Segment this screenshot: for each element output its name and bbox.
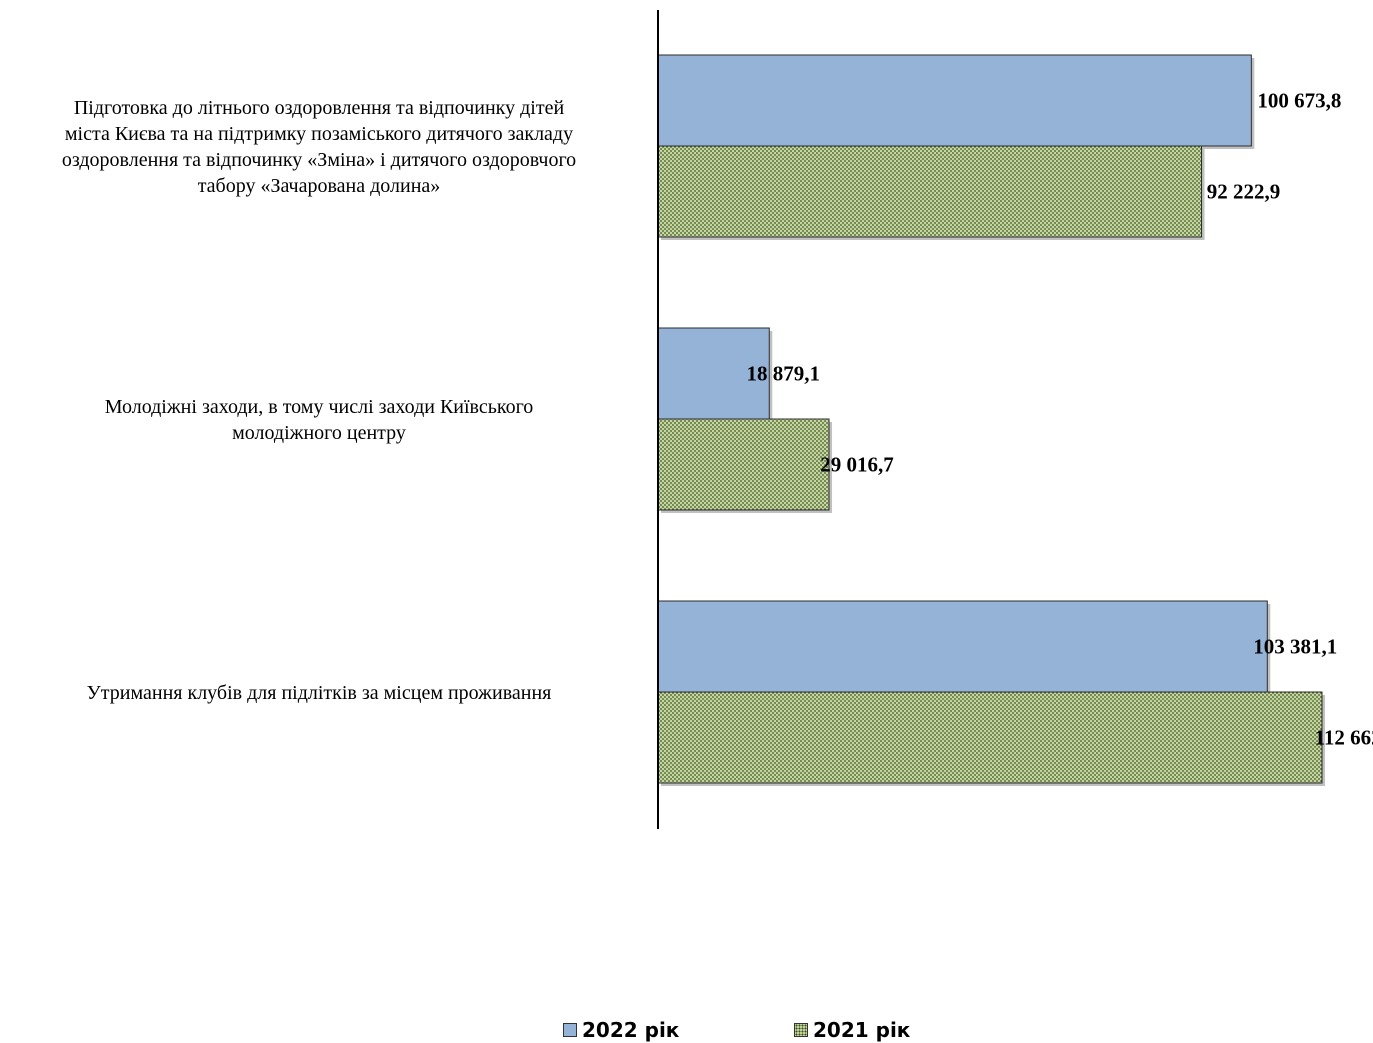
bar-2021-1 [657, 145, 1203, 238]
legend-label-2022: 2022 рік [582, 1018, 680, 1042]
data-label-2021-2: 29 016,7 [820, 453, 894, 477]
legend-item-2021: 2021 рік [794, 1018, 910, 1042]
category-label-1: Підготовка до літнього оздоровлення та в… [62, 97, 576, 197]
data-label-2021-1: 92 222,9 [1207, 180, 1281, 204]
bar-2022-2 [657, 327, 770, 420]
data-label-2022-2: 18 879,1 [747, 362, 821, 386]
legend-item-2022: 2022 рік [563, 1018, 679, 1042]
data-label-2022-3: 103 381,1 [1253, 635, 1337, 659]
legend-swatch-2022 [563, 1023, 577, 1037]
bar-2022-3 [657, 600, 1268, 693]
bar-2021-3 [657, 691, 1323, 784]
bar-2022-1 [657, 54, 1252, 147]
legend: 2022 рік 2021 рік [0, 1018, 1373, 1042]
category-label-3: Утримання клубів для підлітків за місцем… [87, 682, 552, 704]
data-label-2022-1: 100 673,8 [1257, 89, 1341, 113]
category-label-2: Молодіжні заходи, в тому числі заходи Ки… [105, 396, 534, 444]
legend-label-2021: 2021 рік [813, 1018, 911, 1042]
legend-swatch-2021 [794, 1023, 808, 1037]
bar-2021-2 [657, 418, 830, 511]
data-label-2021-3: 112 662,4 [1315, 726, 1373, 750]
